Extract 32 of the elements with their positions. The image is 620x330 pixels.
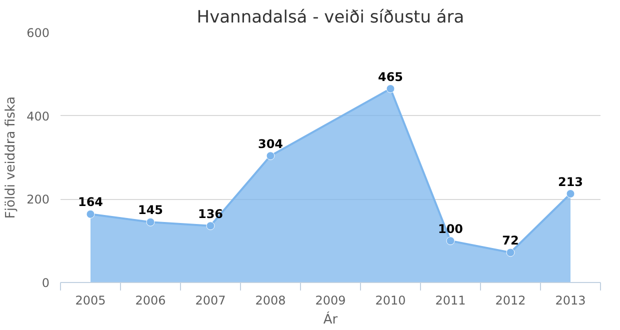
point (266, 152, 275, 160)
y-tick-label: 400 (26, 109, 50, 124)
chart-title: Hvannadalsá - veiði síðustu ára (196, 8, 464, 28)
x-axis-title: Ár (323, 310, 338, 328)
data-label: 145 (138, 203, 164, 218)
point (446, 236, 455, 246)
x-tick-label: 2013 (555, 294, 586, 308)
point (386, 84, 395, 93)
point (566, 190, 575, 198)
x-tick-label: 2005 (75, 294, 106, 308)
data-label: 304 (258, 136, 284, 151)
data-label: 164 (78, 195, 104, 210)
point (146, 218, 155, 226)
x-tick-label: 2006 (135, 294, 166, 308)
x-tick-label: 2007 (195, 294, 226, 308)
x-tick-label: 2010 (375, 294, 406, 308)
x-tick-label: 2009 (315, 294, 346, 308)
point (206, 222, 215, 230)
x-tick-label: 2012 (495, 294, 526, 308)
y-tick-label: 200 (26, 192, 50, 207)
y-tick-label: 600 (26, 26, 50, 40)
point (506, 248, 515, 257)
x-tick-label: 2011 (435, 294, 466, 308)
y-tick-label: 0 (42, 276, 50, 290)
data-label: 100 (438, 222, 464, 236)
data-label: 136 (198, 206, 224, 221)
data-label: 213 (558, 174, 584, 189)
x-tick-label: 2008 (255, 294, 286, 308)
data-label: 72 (502, 234, 519, 248)
data-label: 465 (378, 70, 404, 84)
point (86, 210, 95, 218)
y-axis-title: Fjöldi veiddra fiska (4, 96, 19, 219)
